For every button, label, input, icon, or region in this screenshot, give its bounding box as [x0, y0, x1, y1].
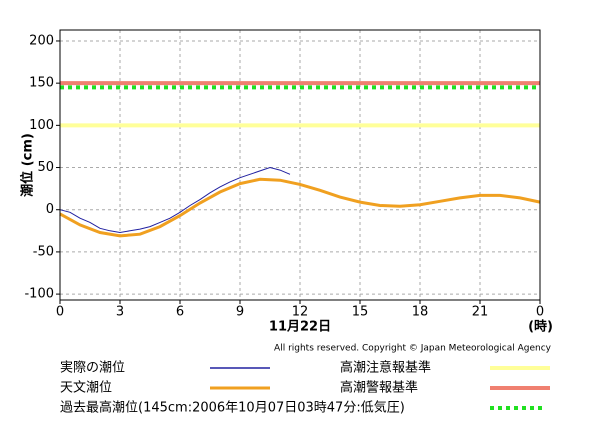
plot-frame — [59, 29, 541, 301]
legend-label: 天文潮位 — [60, 381, 112, 396]
legend-label: 過去最高潮位(145cm:2006年10月07日03時47分:低気圧) — [60, 400, 405, 416]
y-tick-label: 200 — [29, 33, 54, 48]
series-line — [59, 177, 541, 238]
y-axis-label: 潮位 (cm) — [20, 133, 36, 197]
y-tick-label: 100 — [29, 118, 54, 133]
x-tick-label: 21 — [472, 305, 489, 320]
x-tick-label: 0 — [536, 305, 544, 320]
x-tick-label: 6 — [176, 305, 184, 320]
y-tick-label: 0 — [46, 202, 54, 217]
legend-label: 実際の潮位 — [60, 360, 125, 376]
legend-label: 高潮注意報基準 — [340, 360, 431, 376]
x-tick-label: 15 — [352, 305, 369, 320]
y-tick-label: 150 — [29, 76, 54, 91]
x-tick-label: 9 — [236, 305, 244, 320]
y-tick-label: -100 — [24, 287, 54, 302]
x-tick-label: 18 — [412, 305, 429, 320]
x-axis-label: 11月22日 — [269, 320, 331, 335]
x-unit: (時) — [528, 319, 553, 335]
series-line — [59, 166, 291, 234]
x-tick-label: 0 — [56, 305, 64, 320]
y-tick-label: 50 — [37, 160, 54, 175]
y-tick-label: -50 — [33, 244, 54, 259]
legend-label: 高潮警報基準 — [340, 380, 418, 396]
x-tick-label: 3 — [116, 305, 124, 320]
copyright: All rights reserved. Copyright © Japan M… — [274, 344, 552, 354]
x-tick-label: 12 — [292, 305, 309, 320]
